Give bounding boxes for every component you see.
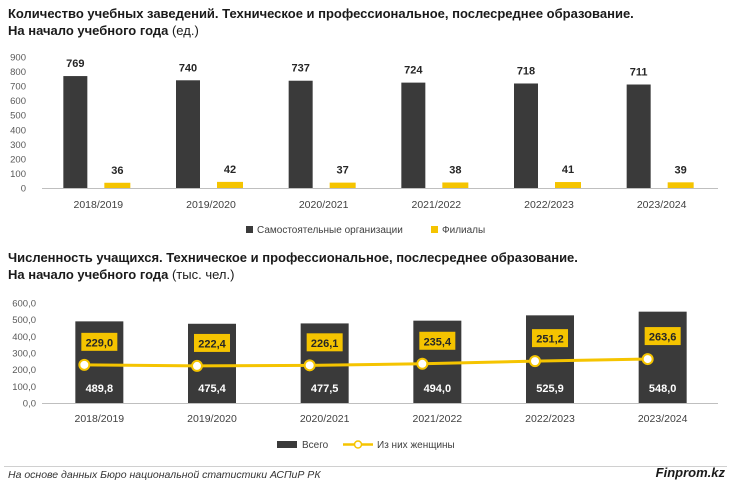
x-tick-label: 2022/2023 [525,413,575,425]
bar-branches [104,182,131,188]
chart2-title-main: Численность учащихся. Техническое и проф… [8,250,578,265]
footer-divider [4,466,727,467]
bar-branches [667,182,694,188]
data-label-organizations: 718 [517,65,535,77]
data-label-box-women [532,329,568,348]
y-tick-label: 500,0 [12,315,36,326]
chart1-title-main: Количество учебных заведений. Техническо… [8,6,634,21]
legend-label-branches: Филиалы [442,225,485,236]
data-label-box-women [194,333,230,352]
data-label-branches: 39 [675,164,687,176]
y-tick-label: 100 [10,169,26,180]
bar-branches [217,181,243,188]
y-tick-label: 700 [10,82,26,93]
line-marker-women [529,355,541,368]
data-label-women: 226,1 [311,338,339,350]
data-label-women: 229,0 [86,337,114,349]
x-tick-label: 2018/2019 [74,199,124,211]
y-tick-label: 0 [21,184,26,195]
y-tick-label: 400,0 [12,332,36,343]
y-tick-label: 200,0 [12,365,36,376]
bar-branches [555,182,581,188]
data-label-branches: 37 [337,165,349,177]
data-label-organizations: 769 [66,58,84,70]
brand-logo[interactable]: Finprom.kz [655,465,725,480]
data-label-total: 548,0 [649,383,677,395]
chart1-title: Количество учебных заведений. Техническо… [8,5,634,39]
data-label-organizations: 724 [404,65,423,77]
y-tick-label: 500 [10,111,26,122]
data-label-total: 494,0 [424,383,452,395]
source-note: На основе данных Бюро национальной стати… [8,469,321,481]
legend-label-women: Из них женщины [377,440,455,451]
y-tick-label: 0,0 [23,399,36,410]
y-tick-label: 400 [10,125,26,136]
data-label-total: 475,4 [198,383,226,395]
y-tick-label: 300 [10,140,26,151]
data-label-organizations: 740 [179,62,197,74]
line-marker-women [641,353,654,366]
y-tick-label: 300,0 [12,349,36,360]
data-label-branches: 38 [449,164,461,176]
chart1-subtitle: На начало учебного года [8,23,169,38]
chart2-svg: 0,0 100,0 200,0 300,0 400,0 500,0 600,0 489,8 20… [12,299,718,451]
data-label-box-women [81,332,118,351]
data-label-box-women [419,331,456,350]
bar-organizations [176,80,200,188]
chart1-unit: (ед.) [168,23,199,38]
chart2-title: Численность учащихся. Техническое и проф… [8,249,578,283]
bar-organizations [288,80,313,188]
bar-organizations [514,83,538,188]
chart2-subtitle: На начало учебного года [8,267,169,282]
x-tick-label: 2023/2024 [638,413,688,425]
x-tick-label: 2020/2021 [300,413,350,425]
data-label-box-women [306,333,343,352]
line-women [84,357,648,368]
y-tick-label: 800 [10,67,26,78]
data-label-organizations: 737 [291,63,309,75]
data-label-women: 263,6 [649,332,677,344]
data-label-women: 251,2 [536,334,564,346]
x-tick-label: 2022/2023 [524,199,574,211]
data-label-branches: 42 [224,164,236,176]
y-tick-label: 900 [10,53,26,64]
line-marker-women [191,359,203,372]
data-label-total: 477,5 [311,383,339,395]
bar-organizations [401,82,426,188]
bar-branches [442,182,469,188]
legend-label-organizations: Самостоятельные организации [257,225,403,236]
x-tick-label: 2023/2024 [637,199,687,211]
y-tick-label: 600,0 [12,299,36,310]
x-tick-label: 2021/2022 [413,413,463,425]
data-label-total: 525,9 [536,383,564,395]
legend-swatch-branches [431,226,438,233]
bar-organizations [63,76,88,188]
x-tick-label: 2019/2020 [186,199,236,211]
chart2-unit: (тыс. чел.) [168,267,235,282]
line-marker-women [78,358,91,371]
x-tick-label: 2019/2020 [187,413,237,425]
data-label-branches: 41 [562,164,574,176]
data-label-women: 222,4 [198,338,226,350]
data-label-branches: 36 [111,165,123,177]
line-marker-women [416,357,429,370]
bar-organizations [626,84,651,188]
legend-swatch-total [277,441,297,448]
y-tick-label: 600 [10,96,26,107]
x-tick-label: 2020/2021 [299,199,349,211]
y-tick-label: 200 [10,154,26,165]
data-label-organizations: 711 [630,67,648,79]
x-tick-label: 2018/2019 [75,413,125,425]
bar-branches [329,182,356,188]
legend-swatch-organizations [246,226,253,233]
chart1-svg: 0 100 200 300 400 500 600 700 800 900 769 36 2018/20… [10,53,718,236]
legend-label-total: Всего [302,440,329,451]
data-label-women: 235,4 [424,336,452,348]
x-tick-label: 2021/2022 [412,199,462,211]
data-label-box-women [644,327,681,346]
line-marker-women [303,359,316,372]
y-tick-label: 100,0 [12,382,36,393]
data-label-total: 489,8 [86,383,114,395]
legend-marker-women [353,440,363,449]
